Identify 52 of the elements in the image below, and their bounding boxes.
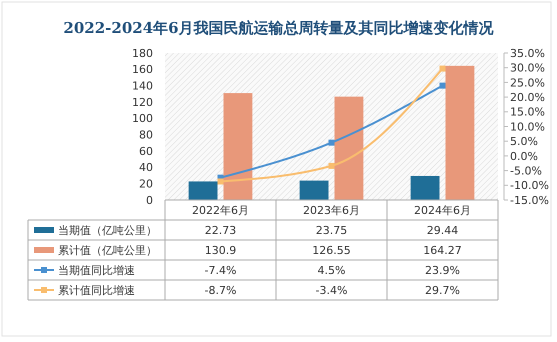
chart-title: 2022-2024年6月我国民航运输总周转量及其同比增速变化情况	[63, 19, 495, 37]
y2-tick-label: 15.0%	[510, 106, 545, 119]
bar	[188, 181, 218, 200]
y2-tick-label: 5.0%	[510, 135, 538, 148]
bar	[410, 176, 440, 200]
y-tick-label: 0	[146, 194, 153, 207]
data-label: -7.4%	[204, 264, 236, 277]
y-tick-label: 60	[139, 144, 153, 158]
y2-tick-label: -15.0%	[510, 194, 549, 207]
point	[328, 140, 334, 146]
x-tick-label: 2022年6月	[192, 204, 249, 217]
bar	[334, 96, 364, 200]
data-label: 126.55	[312, 244, 351, 257]
y2-tick-label: 35.0%	[510, 46, 545, 60]
y2-tick-label: -10.0%	[510, 179, 549, 192]
data-label: 29.44	[426, 224, 458, 237]
y-tick-label: 100	[132, 112, 153, 126]
point	[440, 82, 446, 89]
legend-label: 累计值（亿吨公里）	[58, 244, 157, 257]
y2-tick-label: 25.0%	[510, 76, 545, 90]
data-label: 23.9%	[425, 264, 460, 277]
y-tick-label: 120	[132, 96, 153, 109]
data-label: 29.7%	[425, 284, 460, 297]
bar	[300, 180, 328, 200]
legend-label: 当期值同比增速	[58, 264, 135, 277]
y2-tick-label: 20.0%	[510, 90, 545, 104]
y2-tick-label: 0.0%	[510, 150, 538, 163]
y-tick-label: 160	[132, 63, 153, 76]
x-tick-label: 2023年6月	[303, 204, 360, 217]
y2-tick-label: -5.0%	[510, 164, 542, 178]
y-tick-label: 80	[139, 128, 153, 142]
data-label: 4.5%	[318, 264, 346, 277]
bar	[224, 93, 252, 200]
x-tick-label: 2024年6月	[414, 204, 471, 217]
point	[440, 66, 446, 72]
y-tick-label: 140	[132, 80, 153, 93]
data-label: 22.73	[204, 224, 236, 237]
data-label: -3.4%	[316, 284, 348, 297]
y2-tick-label: 30.0%	[510, 62, 545, 75]
y-tick-label: 180	[132, 46, 153, 60]
point	[218, 178, 224, 184]
legend-label: 累计值同比增速	[58, 284, 135, 297]
legend-label: 当期值（亿吨公里）	[58, 224, 157, 237]
y2-tick-label: 10.0%	[510, 120, 545, 134]
y-tick-label: 40	[139, 161, 153, 174]
point	[328, 162, 334, 169]
bar	[446, 66, 474, 200]
data-label: -8.7%	[204, 284, 236, 297]
data-label: 130.9	[204, 244, 236, 257]
y-tick-label: 20	[139, 178, 153, 191]
data-label: 23.75	[316, 224, 348, 237]
data-label: 164.27	[423, 244, 462, 257]
